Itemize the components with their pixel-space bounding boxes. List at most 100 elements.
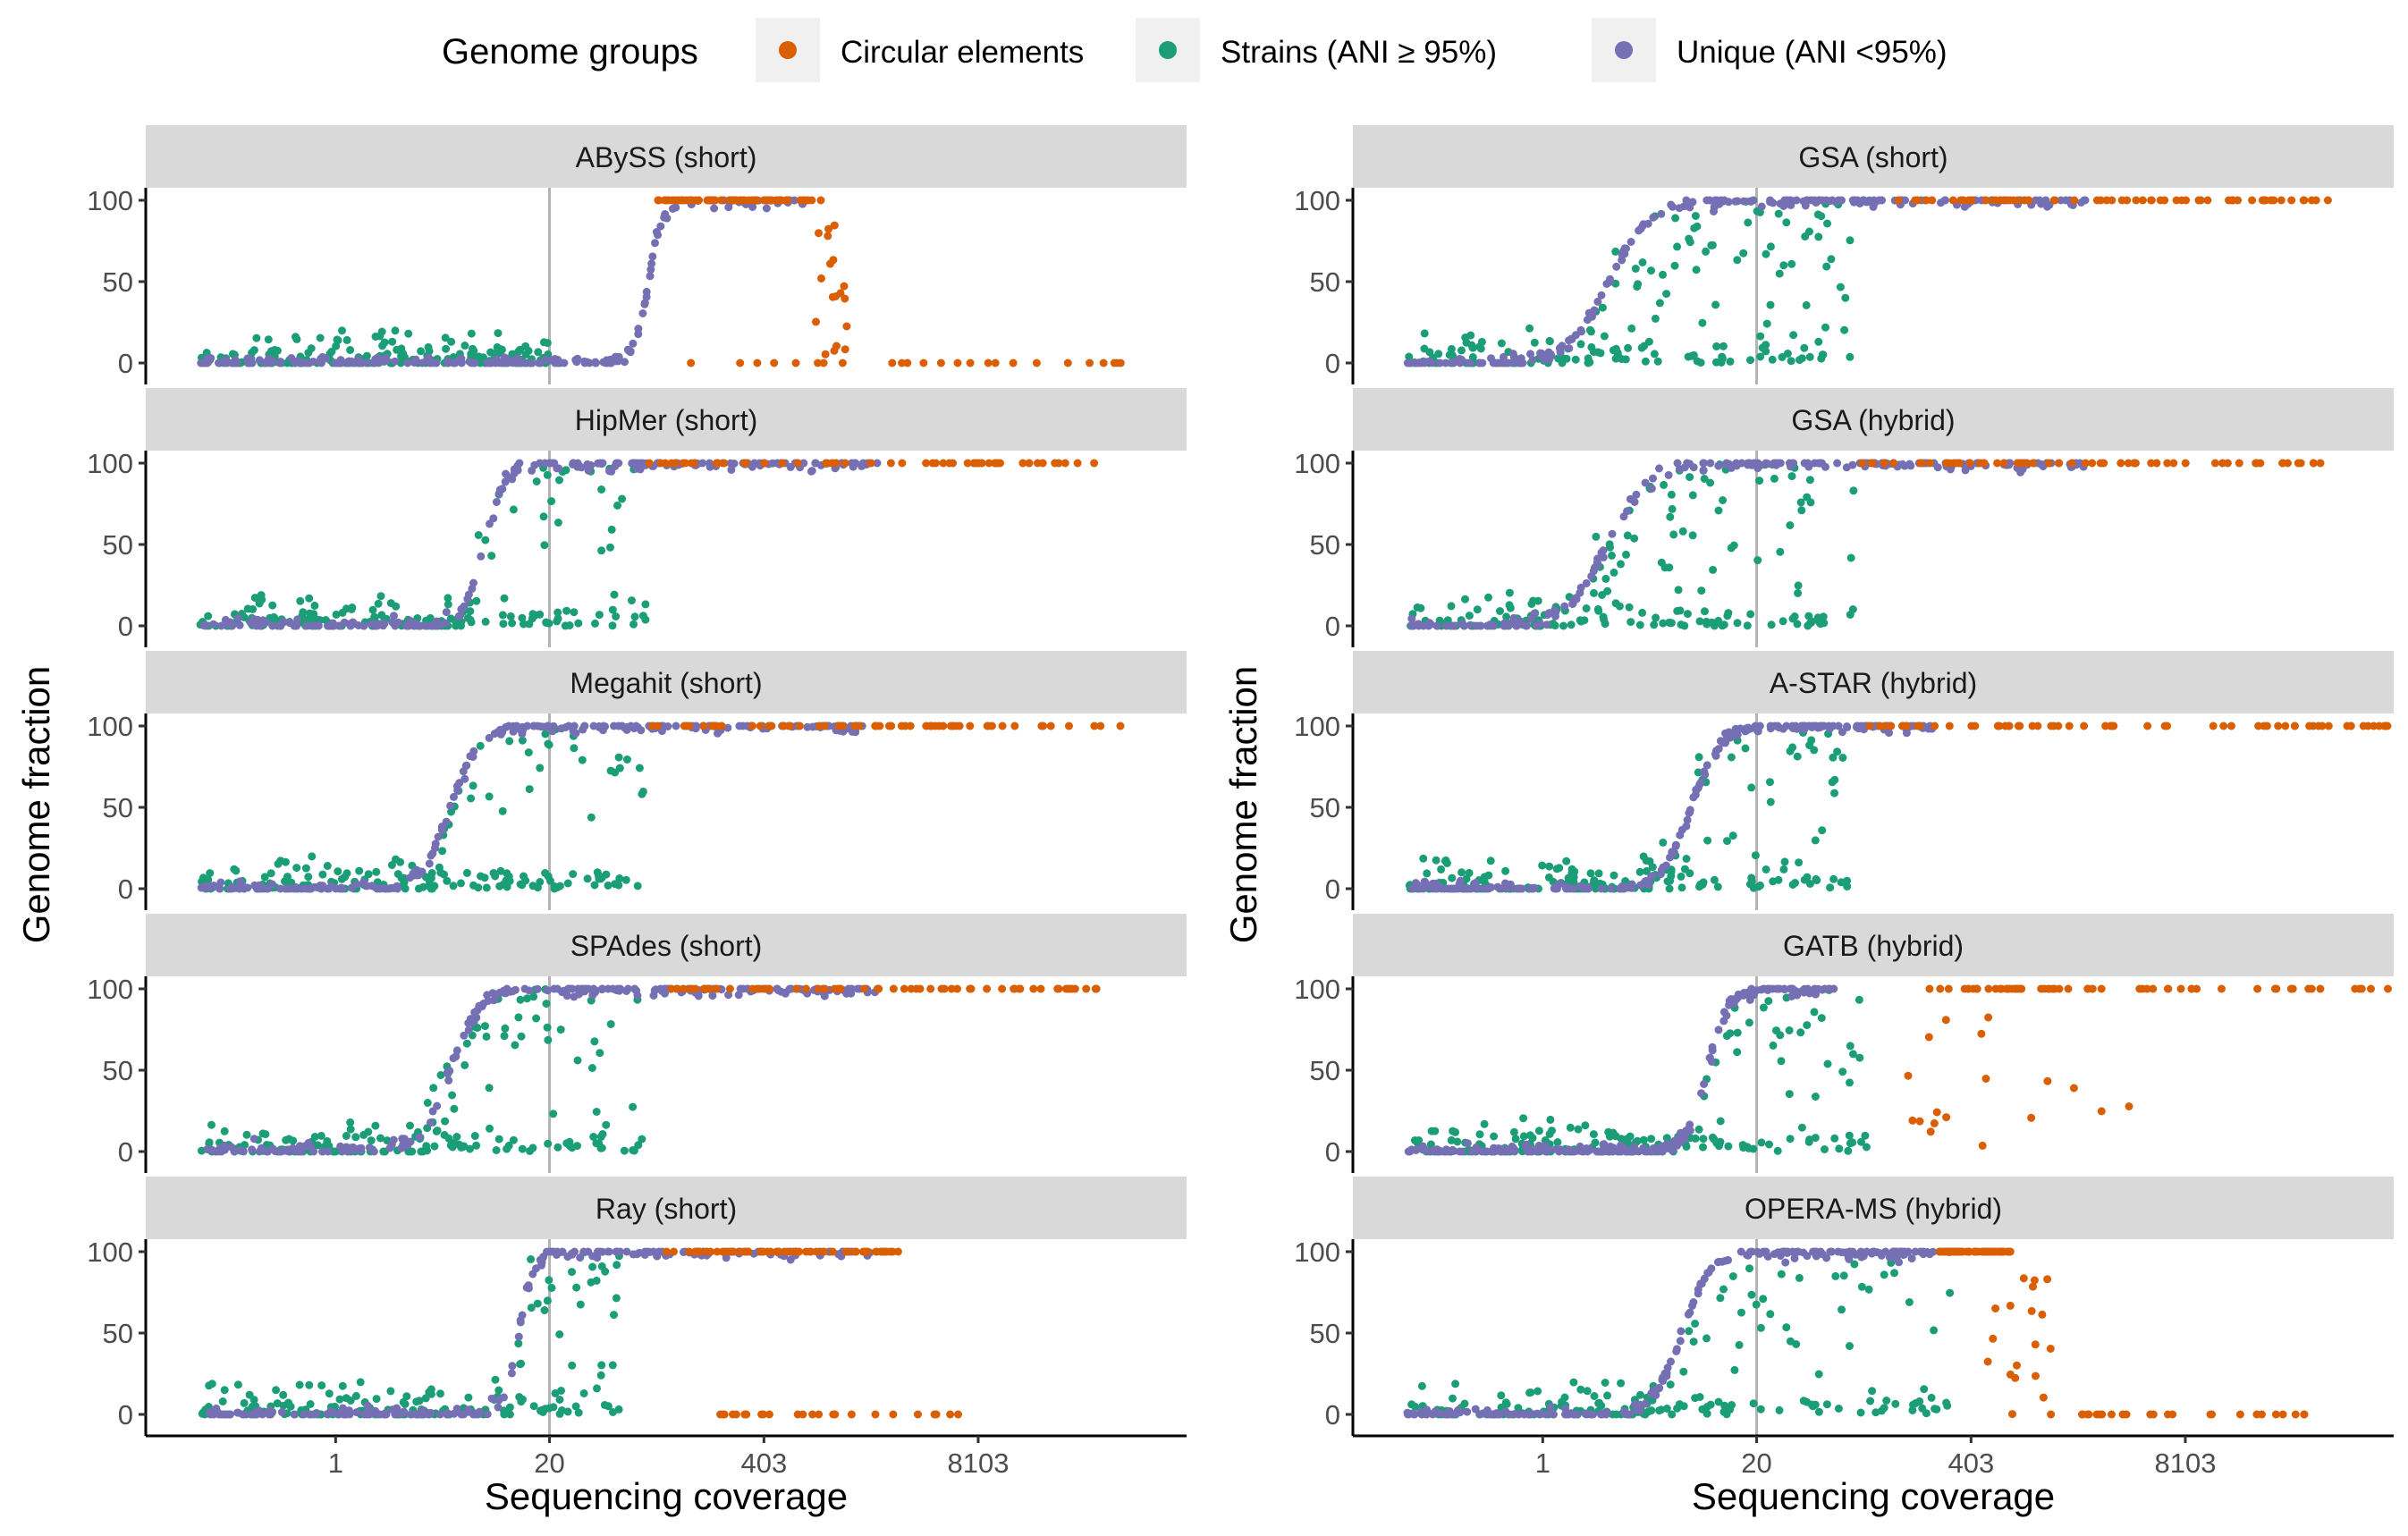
point-strains bbox=[579, 1389, 588, 1397]
point-strains bbox=[508, 350, 517, 359]
point-unique bbox=[528, 466, 537, 475]
point-unique bbox=[1508, 350, 1517, 359]
point-unique bbox=[604, 984, 613, 993]
point-strains bbox=[1465, 612, 1474, 620]
point-strains bbox=[1846, 1042, 1855, 1051]
point-strains bbox=[469, 781, 477, 790]
point-strains bbox=[1743, 1143, 1752, 1152]
point-circular bbox=[831, 1410, 840, 1419]
point-circular bbox=[2291, 1410, 2300, 1419]
point-strains bbox=[442, 344, 451, 353]
point-circular bbox=[2023, 459, 2032, 468]
point-strains bbox=[1698, 318, 1707, 327]
point-strains bbox=[444, 594, 452, 603]
point-strains bbox=[1797, 1123, 1806, 1132]
point-strains bbox=[1746, 356, 1754, 365]
point-unique bbox=[638, 309, 647, 317]
point-unique bbox=[224, 1410, 233, 1419]
point-strains bbox=[572, 1283, 581, 1292]
point-strains bbox=[489, 869, 498, 877]
point-strains bbox=[474, 531, 483, 539]
x-tick-label: 1 bbox=[1535, 1447, 1550, 1479]
point-unique bbox=[1722, 1011, 1731, 1020]
point-strains bbox=[273, 346, 282, 355]
point-strains bbox=[1786, 747, 1795, 755]
point-unique bbox=[1776, 1252, 1785, 1260]
point-strains bbox=[629, 1146, 638, 1155]
point-strains bbox=[273, 1399, 282, 1408]
point-circular bbox=[963, 459, 972, 468]
point-strains bbox=[1626, 1132, 1635, 1141]
point-circular bbox=[1036, 984, 1045, 993]
point-circular bbox=[2083, 1410, 2091, 1419]
point-strains bbox=[1697, 587, 1706, 595]
point-strains bbox=[1779, 617, 1787, 626]
panel-strip bbox=[146, 651, 1187, 713]
point-circular bbox=[799, 196, 808, 205]
point-unique bbox=[538, 1254, 547, 1262]
y-tick-label: 100 bbox=[1294, 448, 1340, 479]
point-unique bbox=[1656, 870, 1665, 879]
point-circular bbox=[1025, 459, 1034, 468]
point-strains bbox=[633, 882, 642, 890]
point-strains bbox=[574, 619, 583, 628]
point-strains bbox=[1622, 550, 1630, 559]
point-unique bbox=[1606, 274, 1614, 283]
point-strains bbox=[249, 604, 258, 613]
point-strains bbox=[450, 1104, 459, 1113]
point-strains bbox=[540, 1306, 549, 1314]
point-strains bbox=[372, 1395, 381, 1404]
point-strains bbox=[1574, 1125, 1583, 1134]
point-unique bbox=[1608, 529, 1617, 538]
point-unique bbox=[1480, 884, 1489, 893]
point-unique bbox=[626, 348, 635, 357]
point-strains bbox=[498, 806, 507, 815]
point-strains bbox=[1668, 504, 1677, 513]
point-strains bbox=[516, 995, 525, 1004]
point-strains bbox=[1691, 1320, 1700, 1328]
point-unique bbox=[1415, 621, 1424, 630]
point-strains bbox=[545, 1276, 553, 1285]
point-strains bbox=[1835, 1144, 1844, 1153]
point-circular bbox=[2218, 459, 2226, 468]
point-circular bbox=[2138, 196, 2147, 205]
point-strains bbox=[351, 1391, 360, 1400]
point-strains bbox=[1811, 1093, 1820, 1101]
point-strains bbox=[545, 1404, 553, 1413]
point-strains bbox=[1805, 352, 1814, 361]
point-unique bbox=[1528, 884, 1537, 893]
point-strains bbox=[520, 872, 528, 881]
point-unique bbox=[820, 992, 829, 1000]
point-unique bbox=[483, 1410, 492, 1419]
y-tick-label: 0 bbox=[118, 873, 133, 905]
point-unique bbox=[1446, 884, 1455, 893]
point-unique bbox=[610, 722, 618, 730]
point-unique bbox=[230, 1147, 239, 1156]
point-unique bbox=[1576, 882, 1585, 890]
point-unique bbox=[477, 552, 486, 561]
point-unique bbox=[314, 620, 323, 629]
point-strains bbox=[587, 1064, 596, 1072]
point-unique bbox=[652, 228, 661, 236]
point-circular bbox=[947, 984, 956, 993]
point-circular bbox=[2028, 722, 2037, 730]
point-circular bbox=[1063, 359, 1072, 367]
point-strains bbox=[543, 1023, 552, 1032]
point-strains bbox=[597, 485, 606, 494]
point-unique bbox=[438, 826, 446, 834]
point-circular bbox=[2194, 196, 2203, 205]
point-strains bbox=[1419, 854, 1428, 863]
point-strains bbox=[1505, 588, 1514, 597]
point-circular bbox=[2038, 1310, 2047, 1319]
point-unique bbox=[640, 299, 649, 308]
point-circular bbox=[1073, 459, 1082, 468]
x-tick-label: 403 bbox=[740, 1447, 787, 1479]
point-unique bbox=[250, 881, 259, 890]
point-unique bbox=[389, 1135, 398, 1144]
point-strains bbox=[1569, 1378, 1578, 1387]
point-strains bbox=[444, 600, 452, 609]
panel-title: ABySS (short) bbox=[576, 141, 757, 173]
